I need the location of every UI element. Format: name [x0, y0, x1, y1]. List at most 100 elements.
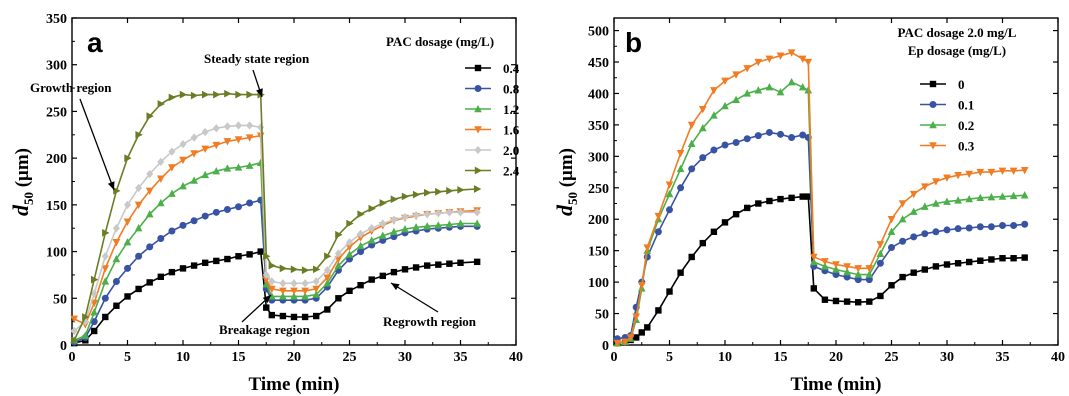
y-tick-label: 100 — [46, 246, 67, 261]
data-point — [312, 290, 321, 298]
data-point — [943, 226, 951, 234]
series-0.4 — [71, 248, 481, 347]
y-axis-title-main: d — [8, 204, 33, 216]
data-point — [346, 287, 353, 295]
data-point — [473, 185, 482, 193]
data-point — [743, 65, 752, 73]
data-point — [832, 271, 840, 279]
data-point — [201, 145, 210, 153]
data-point — [412, 264, 420, 271]
data-point — [637, 282, 646, 290]
data-point — [70, 315, 79, 323]
data-point — [954, 225, 962, 233]
x-tick-label: 0 — [69, 350, 76, 365]
data-point — [456, 219, 465, 227]
data-point — [866, 298, 873, 305]
annotation-label: Breakage region — [219, 322, 311, 337]
data-point — [301, 313, 309, 321]
data-point — [279, 287, 287, 295]
data-point — [224, 89, 232, 98]
data-point — [445, 220, 454, 228]
data-point — [90, 318, 98, 326]
data-point — [268, 261, 276, 270]
data-point — [1021, 254, 1028, 261]
y-tick-label: 150 — [46, 199, 67, 214]
legend-entry: 2.0 — [465, 143, 519, 158]
data-point — [357, 282, 364, 289]
data-point — [909, 207, 918, 215]
y-axis-title-main: d — [552, 204, 577, 216]
data-point — [112, 277, 120, 285]
x-tick-label: 40 — [1051, 350, 1065, 365]
data-point — [123, 218, 132, 226]
data-point — [190, 133, 198, 142]
data-point — [976, 168, 985, 177]
data-point — [456, 208, 465, 217]
data-point — [123, 238, 132, 246]
data-point — [613, 339, 622, 348]
data-point — [313, 265, 321, 274]
data-point — [865, 265, 874, 273]
data-point — [698, 105, 707, 114]
legend-title: PAC dosage 2.0 mg/L — [898, 25, 1017, 40]
data-point — [876, 249, 885, 258]
panel-label: a — [87, 27, 103, 58]
data-point — [378, 231, 387, 239]
data-point — [1010, 222, 1018, 230]
data-point — [301, 266, 310, 275]
data-point — [877, 292, 884, 300]
data-point — [677, 184, 685, 192]
data-point — [168, 189, 176, 197]
data-point — [445, 208, 453, 217]
x-tick-label: 15 — [774, 350, 788, 365]
data-point — [721, 141, 729, 149]
y-tick-label: 300 — [46, 59, 67, 74]
data-point — [755, 200, 762, 207]
data-point — [1009, 167, 1018, 175]
data-point — [71, 336, 79, 345]
data-point — [401, 212, 409, 222]
x-tick-label: 15 — [232, 350, 246, 365]
data-point — [224, 255, 231, 263]
data-point — [976, 223, 984, 231]
data-point — [312, 277, 320, 286]
data-point — [124, 293, 131, 300]
y-tick-label: 200 — [46, 152, 67, 167]
data-point — [112, 224, 120, 233]
data-point — [335, 230, 343, 239]
data-point — [334, 261, 343, 269]
data-point — [268, 277, 276, 286]
data-point — [267, 292, 276, 300]
y-tick-label: 200 — [588, 213, 609, 228]
data-point — [357, 229, 365, 238]
data-point — [246, 251, 253, 258]
legend-entry: 1.2 — [465, 102, 519, 117]
legend-title: PAC dosage (mg/L) — [386, 34, 494, 49]
data-point — [655, 307, 662, 314]
series-2.4 — [71, 89, 482, 345]
data-point — [677, 269, 684, 276]
data-point — [124, 154, 132, 162]
data-point — [721, 77, 729, 86]
data-point — [744, 204, 751, 212]
data-point — [346, 219, 354, 228]
data-point — [146, 279, 153, 286]
data-point — [832, 265, 840, 273]
legend-entry: 0.1 — [920, 98, 974, 113]
data-point — [876, 241, 885, 249]
data-point — [435, 261, 442, 268]
data-point — [135, 285, 142, 293]
data-point — [246, 121, 254, 130]
y-tick-label: 350 — [588, 119, 609, 134]
data-point — [732, 71, 740, 79]
data-point — [134, 224, 143, 232]
data-point — [776, 52, 785, 60]
data-point — [787, 77, 796, 86]
data-point — [998, 192, 1007, 200]
data-point — [223, 138, 232, 146]
data-point — [245, 161, 254, 169]
data-point — [179, 182, 187, 190]
data-point — [423, 210, 431, 219]
data-point — [754, 86, 763, 94]
legend-entry: 0.4 — [465, 61, 520, 76]
